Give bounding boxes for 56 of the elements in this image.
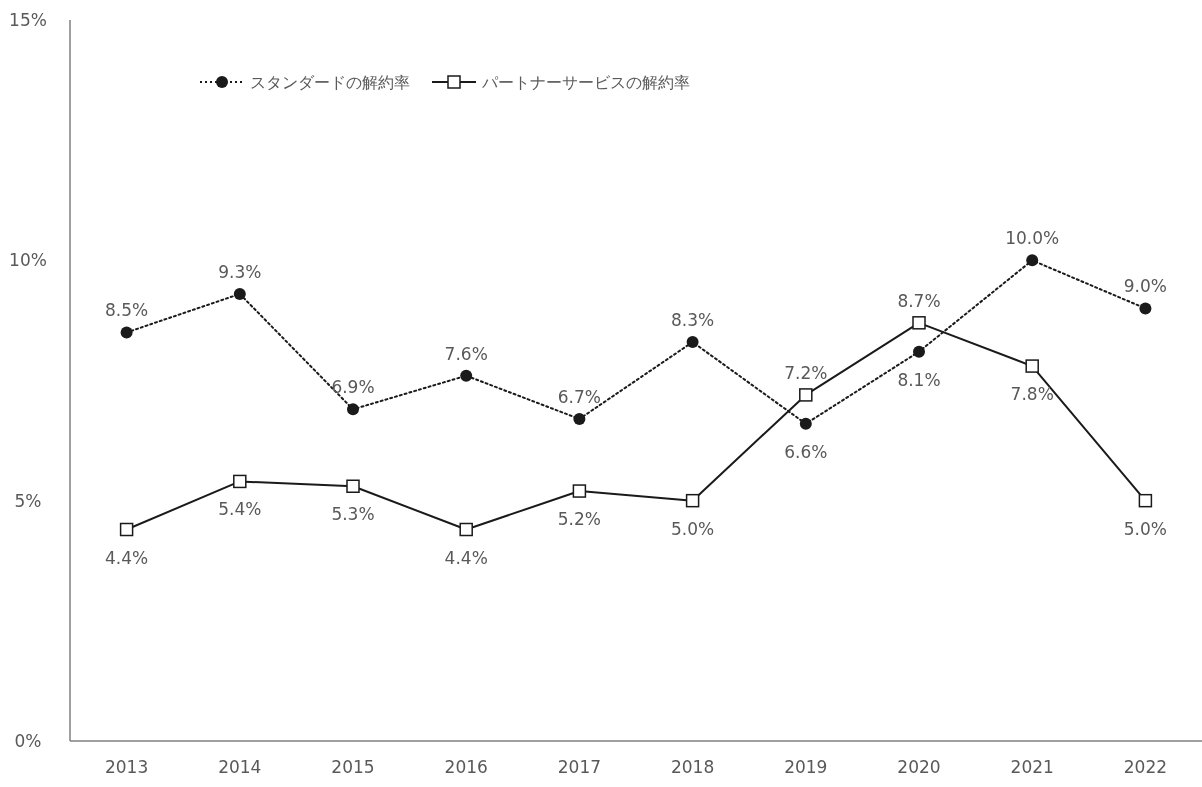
x-tick-label: 2020 <box>897 757 941 777</box>
data-label: 6.6% <box>784 441 828 462</box>
data-label: 8.7% <box>897 290 941 311</box>
point <box>912 316 926 330</box>
point <box>120 326 133 339</box>
data-label: 4.4% <box>105 547 149 568</box>
point <box>913 345 925 358</box>
point <box>459 522 473 537</box>
data-label: 8.1% <box>897 369 941 390</box>
data-label: 5.0% <box>671 518 715 539</box>
point <box>1138 493 1153 508</box>
data-label: 5.2% <box>557 509 601 530</box>
point <box>685 493 700 508</box>
data-label: 6.7% <box>557 386 601 407</box>
legend-label: スタンダードの解約率 <box>250 73 410 92</box>
data-label: 7.8% <box>1010 384 1054 405</box>
point <box>686 336 699 349</box>
point <box>460 369 473 382</box>
data-label: 5.3% <box>331 504 375 525</box>
point <box>572 484 587 498</box>
point <box>799 417 812 430</box>
data-label: 7.6% <box>444 343 488 364</box>
point <box>1025 359 1039 373</box>
data-label: 8.3% <box>671 310 715 331</box>
x-tick-label: 2018 <box>670 757 715 777</box>
x-tick-label: 2021 <box>1010 757 1054 777</box>
point <box>119 522 134 537</box>
x-tick-label: 2014 <box>218 757 262 777</box>
data-label: 5.4% <box>218 499 262 520</box>
x-tick-label: 2017 <box>557 757 602 777</box>
point <box>347 403 359 416</box>
point <box>233 287 246 300</box>
y-tick-label: 15% <box>9 10 47 30</box>
y-tick-label: 5% <box>14 490 42 511</box>
x-tick-label: 2022 <box>1123 757 1168 777</box>
data-label: 4.4% <box>444 547 488 568</box>
data-label: 10.0% <box>1005 228 1060 249</box>
point <box>573 412 586 425</box>
point <box>233 474 247 489</box>
data-label: 9.0% <box>1123 276 1167 297</box>
legend-label: パートナーサービスの解約率 <box>481 73 690 92</box>
data-label: 7.2% <box>784 362 828 383</box>
data-label: 9.3% <box>218 261 262 282</box>
point <box>346 479 360 493</box>
y-tick-label: 0% <box>14 731 42 751</box>
x-tick-label: 2016 <box>444 757 488 777</box>
data-label: 5.0% <box>1123 518 1167 539</box>
x-tick-label: 2015 <box>331 757 375 777</box>
x-tick-label: 2013 <box>104 757 149 777</box>
point <box>1139 302 1152 315</box>
y-tick-label: 10% <box>9 250 47 271</box>
point <box>799 388 813 402</box>
point <box>1026 254 1039 267</box>
x-tick-label: 2019 <box>784 757 828 777</box>
data-label: 8.5% <box>105 300 149 321</box>
data-label: 6.9% <box>331 377 375 398</box>
